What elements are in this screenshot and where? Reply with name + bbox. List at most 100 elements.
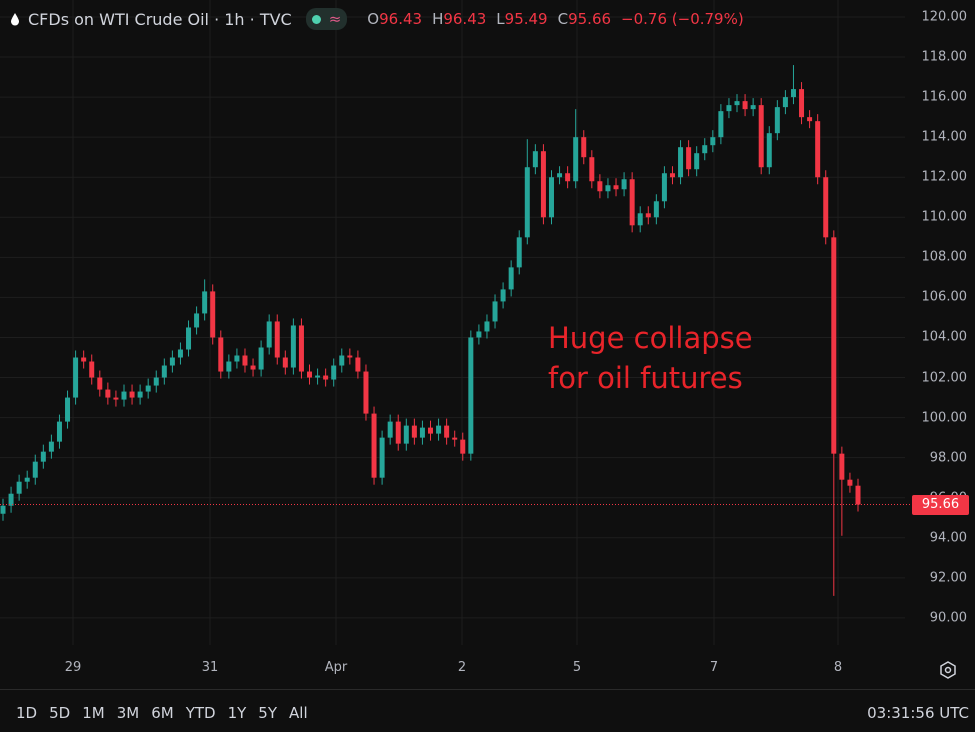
candle-body <box>282 357 288 368</box>
candle-body <box>750 105 756 110</box>
candle-body <box>831 237 837 454</box>
candle-body <box>710 137 716 146</box>
candle-body <box>234 355 240 362</box>
candle-body <box>355 357 361 372</box>
candle-body <box>532 151 538 168</box>
candle-body <box>492 301 498 322</box>
open-value: 96.43 <box>379 10 423 28</box>
candle-body <box>460 439 466 454</box>
price-label: 120.00 <box>921 9 968 25</box>
candle-body <box>89 361 95 378</box>
range-1d[interactable]: 1D <box>16 704 38 722</box>
close-label: C <box>557 10 569 28</box>
range-6m[interactable]: 6M <box>151 704 174 722</box>
candle-body <box>137 391 143 398</box>
candle-body <box>790 89 796 98</box>
candle-body <box>839 453 845 480</box>
time-label: 5 <box>572 660 582 675</box>
candle-body <box>40 451 46 462</box>
candle-body <box>548 177 554 218</box>
close-value: 95.66 <box>568 10 612 28</box>
candle-body <box>48 441 54 452</box>
candle-body <box>395 421 401 444</box>
current-price-tag: 95.66 <box>912 494 969 515</box>
candle-body <box>81 357 87 362</box>
candle-body <box>742 101 748 110</box>
symbol-title[interactable]: CFDs on WTI Crude Oil · 1h · TVC <box>28 9 292 29</box>
candle-body <box>702 145 708 154</box>
candle-body <box>516 237 522 268</box>
time-label: 2 <box>457 660 467 675</box>
open-label: O <box>367 10 380 28</box>
clock[interactable]: 03:31:56 UTC <box>867 704 969 722</box>
high-value: 96.43 <box>443 10 487 28</box>
candle-body <box>847 479 853 486</box>
range-1m[interactable]: 1M <box>82 704 105 722</box>
range-all[interactable]: All <box>289 704 308 722</box>
candle-body <box>403 425 409 444</box>
candle-body <box>629 179 635 226</box>
range-5d[interactable]: 5D <box>49 704 71 722</box>
market-open-dot-icon <box>311 14 321 24</box>
candle-body <box>315 375 321 378</box>
candle-body <box>186 327 192 350</box>
candle-body <box>153 377 159 386</box>
range-1y[interactable]: 1Y <box>227 704 247 722</box>
candle-body <box>823 177 829 238</box>
data-delayed-icon: ≈ <box>328 10 342 28</box>
candle-body <box>298 325 304 372</box>
time-label: Apr <box>324 660 348 675</box>
price-label: 114.00 <box>921 129 968 145</box>
price-label: 108.00 <box>921 249 968 265</box>
chart-settings-icon[interactable] <box>938 660 958 680</box>
candle-body <box>0 505 6 514</box>
candle-body <box>129 391 135 398</box>
candle-body <box>8 493 14 506</box>
price-label: 90.00 <box>929 610 967 626</box>
time-label: 7 <box>709 660 719 675</box>
candle-body <box>621 179 627 190</box>
time-label: 31 <box>201 660 219 675</box>
candle-body <box>597 181 603 192</box>
low-label: L <box>496 10 505 28</box>
range-selector: 1D 5D 1M 3M 6M YTD 1Y 5Y All <box>16 704 308 722</box>
candle-body <box>782 97 788 108</box>
candle-body <box>605 185 611 192</box>
candle-body <box>97 377 103 390</box>
candle-body <box>307 371 313 378</box>
candle-body <box>653 201 659 218</box>
candle-body <box>807 117 813 122</box>
ohlc-values: O96.43 H96.43 L95.49 C95.66 −0.76 (−0.79… <box>367 10 743 28</box>
candle-body <box>161 365 167 378</box>
candle-body <box>258 347 264 370</box>
candle-body <box>105 389 111 398</box>
candle-body <box>16 481 22 494</box>
range-ytd[interactable]: YTD <box>185 704 216 722</box>
price-label: 106.00 <box>921 289 968 305</box>
candle-body <box>686 147 692 170</box>
candle-body <box>678 147 684 178</box>
candle-body <box>24 477 30 482</box>
candle-body <box>476 331 482 338</box>
market-status-pill[interactable]: ≈ <box>305 8 348 30</box>
annotation-line-2: for oil futures <box>548 361 743 395</box>
candle-body <box>323 375 329 380</box>
annotation-line-1: Huge collapse <box>548 321 753 355</box>
candle-body <box>540 151 546 218</box>
candle-body <box>32 461 38 478</box>
candle-body <box>339 355 345 366</box>
candle-body <box>573 137 579 182</box>
range-5y[interactable]: 5Y <box>258 704 278 722</box>
candle-body <box>363 371 369 414</box>
candle-body <box>331 365 337 380</box>
candlestick-chart[interactable] <box>0 0 975 690</box>
candle-body <box>452 437 458 440</box>
candle-body <box>65 397 71 422</box>
candle-body <box>274 321 280 358</box>
candle-body <box>661 173 667 202</box>
candle-body <box>484 321 490 332</box>
candle-body <box>121 391 127 400</box>
time-label: 29 <box>64 660 82 675</box>
candle-body <box>444 425 450 438</box>
range-3m[interactable]: 3M <box>116 704 140 722</box>
